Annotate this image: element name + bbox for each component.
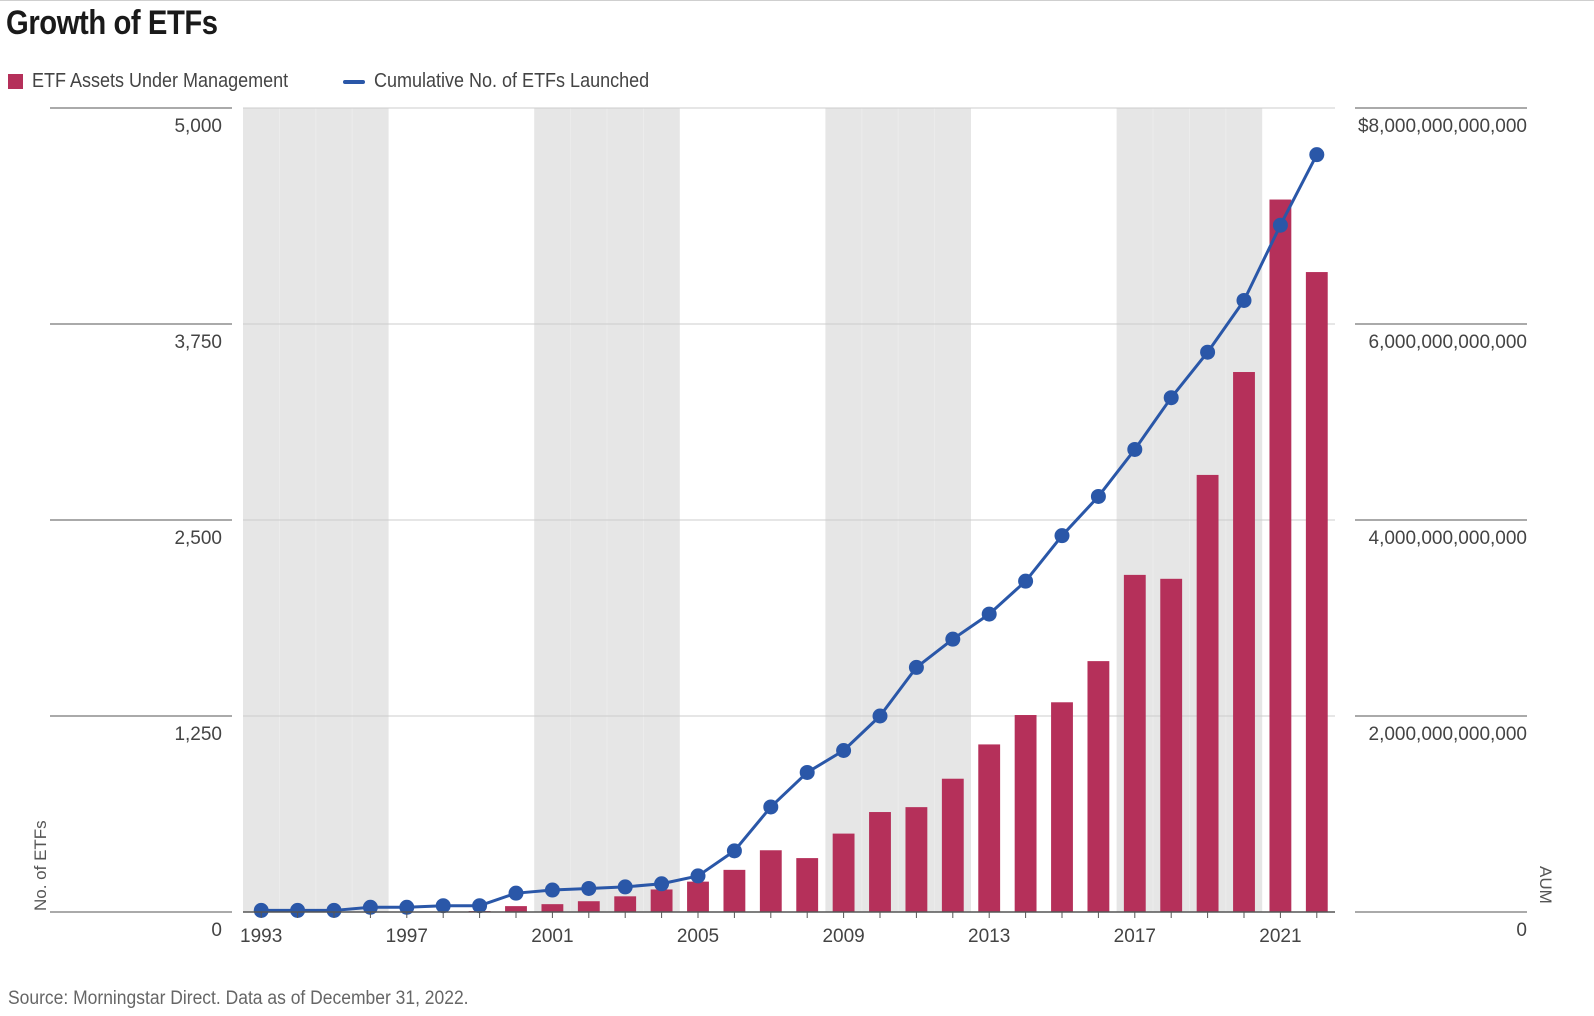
point-etf-count-2018 xyxy=(1163,390,1179,406)
point-etf-count-2001 xyxy=(544,882,560,898)
point-etf-count-2008 xyxy=(799,764,815,780)
point-etf-count-2021 xyxy=(1272,217,1288,233)
source-note: Source: Morningstar Direct. Data as of D… xyxy=(8,988,469,1009)
x-tick-label: 2021 xyxy=(1259,926,1301,947)
point-etf-count-2020 xyxy=(1236,292,1252,308)
point-etf-count-2015 xyxy=(1054,528,1070,544)
legend-swatch-line xyxy=(342,79,365,84)
bar-aum-2005 xyxy=(687,881,709,912)
bar-aum-2010 xyxy=(869,812,891,912)
bar-aum-2004 xyxy=(650,889,673,912)
left-tick-label: 3,750 xyxy=(174,332,222,353)
point-etf-count-2019 xyxy=(1200,344,1216,360)
x-tick-label: 2005 xyxy=(677,926,719,947)
bar-aum-2015 xyxy=(1051,702,1073,912)
right-tick-label: 0 xyxy=(1516,920,1527,941)
point-etf-count-2007 xyxy=(763,799,779,815)
point-etf-count-2005 xyxy=(690,868,706,884)
bar-aum-2013 xyxy=(978,744,1001,912)
point-etf-count-2016 xyxy=(1090,488,1106,504)
bar-aum-2003 xyxy=(614,896,637,912)
point-etf-count-2017 xyxy=(1127,441,1143,457)
bar-aum-2018 xyxy=(1160,578,1183,912)
right-tick-label: 6,000,000,000,000 xyxy=(1369,332,1528,353)
right-axis-title: AUM xyxy=(1536,866,1555,904)
point-etf-count-1995 xyxy=(326,902,342,918)
legend-item-etf-count: Cumulative No. of ETFs Launched xyxy=(342,70,680,93)
top-rule xyxy=(0,0,1594,1)
bar-aum-2012 xyxy=(941,778,964,912)
bar-aum-2009 xyxy=(832,833,855,912)
left-tick-label: 1,250 xyxy=(174,724,222,745)
point-etf-count-2003 xyxy=(617,879,633,895)
shaded-bands xyxy=(243,108,1263,912)
bar-aum-2022 xyxy=(1305,272,1328,912)
x-tick-label: 2017 xyxy=(1114,926,1156,947)
bar-aum-2020 xyxy=(1233,372,1255,912)
point-etf-count-1998 xyxy=(435,898,451,914)
x-tick-label: 1997 xyxy=(386,926,428,947)
legend-item-aum: ETF Assets Under Management xyxy=(8,70,317,93)
right-tick-label: 2,000,000,000,000 xyxy=(1369,724,1528,745)
bar-aum-2017 xyxy=(1123,574,1146,912)
x-tick-label: 2009 xyxy=(822,926,864,947)
bar-aum-2000 xyxy=(505,906,527,912)
point-etf-count-1999 xyxy=(472,898,488,914)
aum-bars xyxy=(468,199,1328,913)
point-etf-count-2013 xyxy=(981,606,997,622)
point-etf-count-1993 xyxy=(253,902,269,918)
bar-aum-2016 xyxy=(1087,661,1110,912)
point-etf-count-2012 xyxy=(945,631,961,647)
right-tick-label: 4,000,000,000,000 xyxy=(1369,528,1528,549)
point-etf-count-2011 xyxy=(908,659,924,675)
point-etf-count-2000 xyxy=(508,885,524,901)
point-etf-count-1996 xyxy=(362,899,378,915)
point-etf-count-2022 xyxy=(1309,147,1325,163)
point-etf-count-2014 xyxy=(1018,573,1034,589)
legend-label-etf-count: Cumulative No. of ETFs Launched xyxy=(373,70,649,92)
point-etf-count-2010 xyxy=(872,708,888,724)
x-tick-label: 2013 xyxy=(968,926,1010,947)
right-tick-label: $8,000,000,000,000 xyxy=(1358,116,1527,137)
axes: 0 0 1,250 2,000,000,000,000 2,500 4,000,000,0… xyxy=(31,107,1555,947)
bar-aum-2019 xyxy=(1196,474,1219,912)
bar-aum-2014 xyxy=(1014,715,1037,912)
point-etf-count-2006 xyxy=(726,843,742,859)
left-tick-label: 5,000 xyxy=(174,116,222,137)
left-tick-label: 0 xyxy=(211,920,222,941)
left-axis-title: No. of ETFs xyxy=(31,820,50,911)
point-etf-count-2002 xyxy=(581,880,597,896)
point-etf-count-1997 xyxy=(399,899,415,915)
etf-count-line xyxy=(253,147,1325,918)
page-title: Growth of ETFs xyxy=(6,4,218,42)
x-tick-label: 2001 xyxy=(531,926,573,947)
bar-aum-2007 xyxy=(759,850,782,912)
bar-aum-2006 xyxy=(723,869,746,912)
bar-aum-2002 xyxy=(577,901,600,912)
chart-legend: ETF Assets Under Management Cumulative N… xyxy=(8,70,705,93)
bar-aum-2011 xyxy=(905,807,928,912)
bar-aum-2008 xyxy=(796,858,819,912)
left-tick-label: 2,500 xyxy=(174,528,222,549)
bar-aum-2001 xyxy=(541,904,564,912)
legend-swatch-bar xyxy=(8,74,23,89)
gridlines xyxy=(243,107,1335,717)
x-tick-label: 1993 xyxy=(240,926,282,947)
point-etf-count-1994 xyxy=(290,902,306,918)
point-etf-count-2004 xyxy=(654,876,670,892)
bar-aum-2021 xyxy=(1269,199,1292,913)
legend-label-aum: ETF Assets Under Management xyxy=(32,70,289,92)
point-etf-count-2009 xyxy=(836,742,852,758)
